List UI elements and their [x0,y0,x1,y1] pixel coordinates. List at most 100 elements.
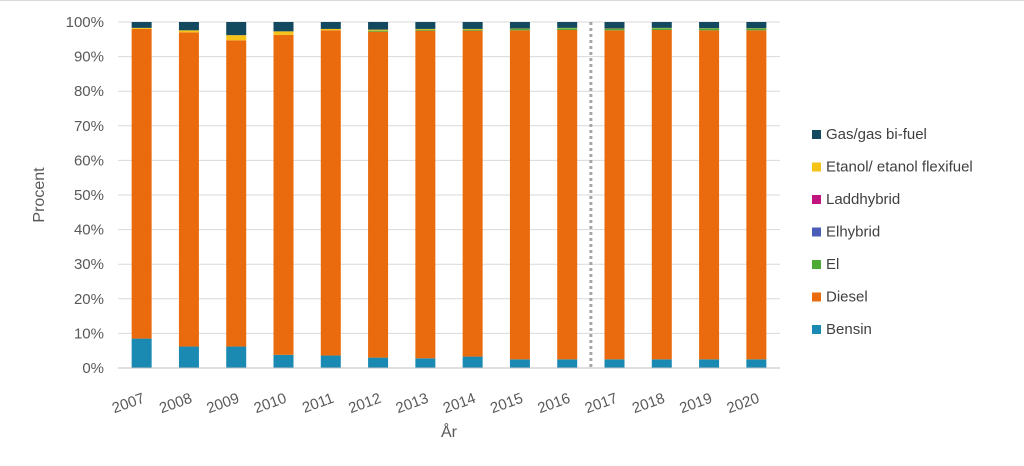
bar-segment [557,29,578,360]
bar-segment [368,357,389,368]
legend-label: Gas/gas bi-fuel [826,126,927,143]
y-tick-label: 90% [74,49,104,66]
y-axis-ticks: 0% 10% 20% 30% 40% 50% 60% 70% 80% 90% 100% [66,14,104,377]
x-tick-label: 2009 [204,390,241,417]
x-tick-label: 2012 [346,390,383,417]
y-tick-label: 30% [74,256,104,273]
bar-segment [509,359,530,368]
x-axis-title: År [441,422,458,441]
x-tick-label: 2016 [535,390,572,417]
bar-segment [509,30,530,360]
x-tick-label: 2008 [157,390,194,417]
bar-segment [273,31,294,35]
bar-segment [178,346,199,368]
bar-segment [178,30,199,33]
bar-segment [131,22,152,28]
y-tick-label: 10% [74,325,104,342]
legend-swatch [812,325,821,334]
x-tick-label: 2011 [300,390,336,417]
x-axis-ticks: 2007 2008 2009 2010 2011 2012 2013 2014 2015 2016… [110,390,762,417]
bar-segment [651,359,672,368]
y-tick-label: 60% [74,152,104,169]
bar-segment [320,22,341,29]
top-rule [0,0,1024,1]
bar-segment [509,22,530,29]
bar-segment [651,22,672,28]
bar-segment [746,359,767,368]
bar-segment [415,29,436,31]
bar-segment [178,22,199,31]
bar-segment [699,359,720,368]
x-tick-label: 2014 [441,390,478,417]
bar-segment [462,356,483,368]
legend-label: El [826,256,839,273]
legend: Gas/gas bi-fuel Etanol/ etanol flexifuel L… [812,126,973,338]
bar-segment [368,30,389,32]
bar-segment [178,32,199,347]
x-tick-label: 2019 [677,390,714,417]
x-tick-label: 2020 [725,390,762,417]
bar-segment [509,28,530,31]
bar-segment [604,28,625,31]
bar-segment [415,358,436,368]
bar-segment [320,28,341,31]
bars [118,22,780,369]
x-tick-label: 2007 [110,390,147,417]
bar-segment [273,22,294,32]
bar-segment [226,346,247,368]
legend-swatch [812,292,821,302]
bar-segment [746,22,767,29]
bar-segment [462,22,483,29]
bar-segment [557,22,578,28]
x-tick-label: 2017 [583,390,620,417]
bar-segment [462,30,483,357]
bar-segment [462,29,483,31]
gridlines [118,21,780,369]
y-tick-label: 100% [66,14,104,31]
x-tick-label: 2018 [630,390,667,417]
bar-segment [415,22,436,29]
legend-swatch [812,130,821,139]
bar-segment [131,27,152,29]
bar-segment [415,30,436,359]
bar-segment [604,22,625,29]
bar-segment [131,28,152,339]
y-tick-label: 70% [74,118,104,135]
bar-segment [273,354,294,368]
y-tick-label: 0% [82,360,104,377]
legend-label: Elhybrid [826,224,880,241]
x-tick-label: 2013 [394,390,431,417]
bar-segment [746,28,767,31]
legend-swatch [812,227,821,237]
bar-segment [651,29,672,360]
x-tick-label: 2010 [252,390,289,417]
y-tick-label: 50% [74,187,104,204]
bar-segment [368,22,389,30]
legend-label: Bensin [826,321,872,338]
legend-label: Etanol/ etanol flexifuel [826,159,973,176]
bar-segment [462,28,483,30]
bar-segment [604,30,625,360]
legend-swatch [812,195,821,204]
bar-segment [415,28,436,30]
bar-segment [699,28,720,31]
bar-segment [368,31,389,358]
bar-segment [226,22,247,36]
legend-label: Diesel [826,289,868,306]
bar-segment [320,30,341,356]
bar-segment [273,34,294,355]
legend-label: Laddhybrid [826,191,900,208]
bar-segment [699,22,720,29]
bar-segment [226,35,247,41]
bar-segment [557,28,578,30]
x-tick-label: 2015 [488,390,525,417]
y-tick-label: 20% [74,291,104,308]
bar-segment [368,29,389,31]
bar-segment [651,28,672,30]
y-axis-title: Procent [31,167,48,223]
y-tick-label: 80% [74,83,104,100]
legend-swatch [812,162,821,172]
y-tick-label: 40% [74,222,104,239]
bar-segment [226,40,247,347]
